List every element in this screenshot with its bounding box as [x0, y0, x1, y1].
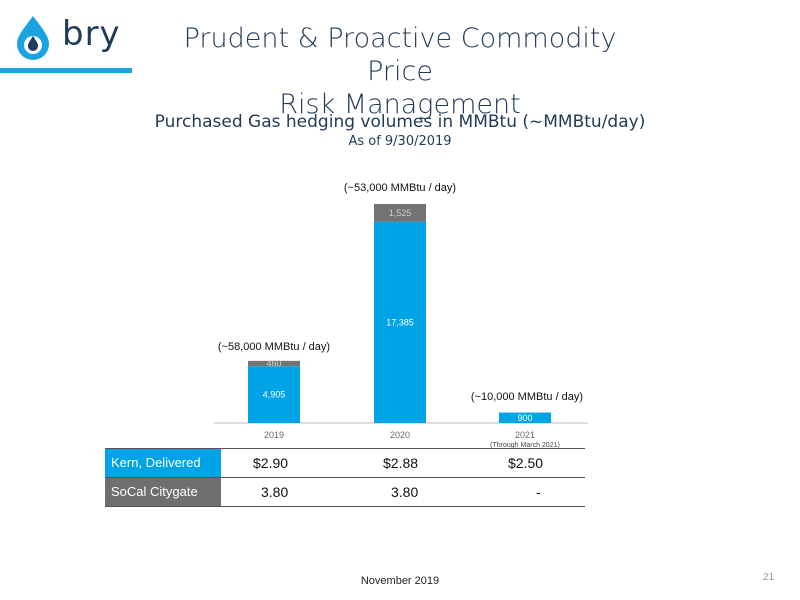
title-line-2: Risk Management	[279, 89, 521, 120]
table-mid-rule	[105, 477, 585, 478]
oil-drop-icon	[17, 16, 49, 60]
table-bottom-rule	[105, 506, 585, 507]
table-row-label: SoCal Citygate	[105, 478, 221, 506]
data-label-2020-1: 1,525	[389, 208, 412, 218]
x-tick-note-2021: (Through March 2021)	[490, 442, 560, 449]
footer-date: November 2019	[360, 575, 440, 587]
brand-logo: bry	[14, 14, 134, 64]
chart-subtitle: As of 9/30/2019	[348, 134, 452, 149]
table-cell: 3.80	[391, 484, 419, 500]
x-tick-label-2021: 2021	[515, 430, 535, 440]
bar-segment-2020-1	[374, 204, 426, 222]
title-line-1: Prudent & Proactive Commodity Price	[183, 23, 617, 87]
table-cell: -	[536, 484, 541, 500]
bar-segment-2020-0	[374, 221, 426, 423]
x-tick-label-2019: 2019	[264, 430, 284, 440]
bar-segment-2021-0	[499, 412, 551, 423]
data-label-2021-0: 900	[517, 413, 532, 423]
page-title: Prudent & Proactive Commodity Price Risk…	[150, 22, 650, 121]
table-row-label: Kern, Delivered	[105, 449, 221, 477]
data-label-2020-0: 17,385	[386, 317, 414, 327]
table-cell: $2.50	[508, 455, 544, 471]
table-top-rule	[105, 448, 585, 449]
data-label-2019-1: 460	[266, 359, 281, 369]
bar-annotation-2019: (~58,000 MMBtu / day)	[218, 341, 330, 353]
table-cell: $2.88	[383, 455, 419, 471]
x-tick-label-2020: 2020	[390, 430, 410, 440]
chart-title: Purchased Gas hedging volumes in MMBtu (…	[154, 112, 646, 132]
logo-text: bry	[62, 14, 121, 54]
bar-segment-2019-0	[248, 366, 300, 423]
header-accent-bar	[0, 68, 132, 73]
bar-segment-2019-1	[248, 360, 300, 367]
data-label-2019-0: 4,905	[263, 390, 286, 400]
table-cell: $2.90	[253, 455, 289, 471]
bar-annotation-2020: (~53,000 MMBtu / day)	[344, 182, 456, 194]
page-number: 21	[763, 572, 775, 583]
bar-annotation-2021: (~10,000 MMBtu / day)	[471, 391, 583, 403]
table-cell: 3.80	[261, 484, 289, 500]
